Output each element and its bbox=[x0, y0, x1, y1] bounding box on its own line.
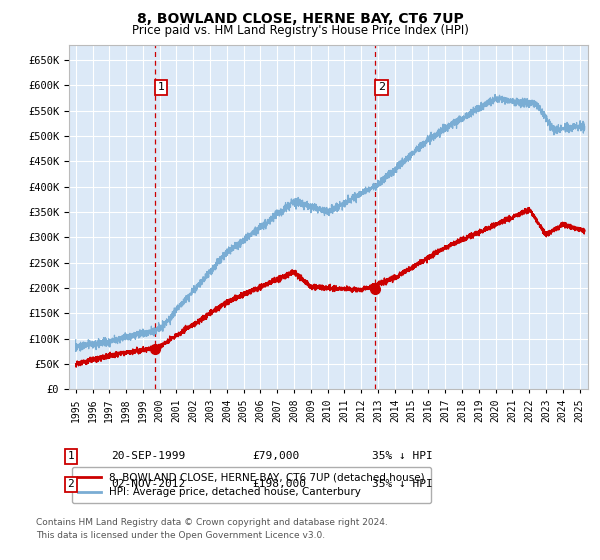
Text: 2: 2 bbox=[67, 479, 74, 489]
Text: 2: 2 bbox=[378, 82, 385, 92]
Legend: 8, BOWLAND CLOSE, HERNE BAY, CT6 7UP (detached house), HPI: Average price, detac: 8, BOWLAND CLOSE, HERNE BAY, CT6 7UP (de… bbox=[71, 466, 431, 503]
Text: 1: 1 bbox=[158, 82, 164, 92]
Text: £198,000: £198,000 bbox=[252, 479, 306, 489]
Text: 35% ↓ HPI: 35% ↓ HPI bbox=[372, 479, 433, 489]
Text: 35% ↓ HPI: 35% ↓ HPI bbox=[372, 451, 433, 461]
Text: £79,000: £79,000 bbox=[252, 451, 299, 461]
Text: 1: 1 bbox=[67, 451, 74, 461]
Text: 20-SEP-1999: 20-SEP-1999 bbox=[111, 451, 185, 461]
Text: 02-NOV-2012: 02-NOV-2012 bbox=[111, 479, 185, 489]
Text: 8, BOWLAND CLOSE, HERNE BAY, CT6 7UP: 8, BOWLAND CLOSE, HERNE BAY, CT6 7UP bbox=[137, 12, 463, 26]
Text: Price paid vs. HM Land Registry's House Price Index (HPI): Price paid vs. HM Land Registry's House … bbox=[131, 24, 469, 36]
Text: Contains HM Land Registry data © Crown copyright and database right 2024.
This d: Contains HM Land Registry data © Crown c… bbox=[36, 519, 388, 540]
